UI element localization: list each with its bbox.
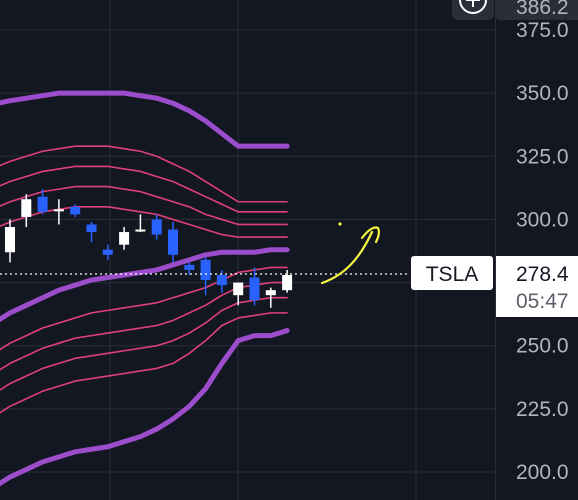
band-lower_1 <box>0 266 288 351</box>
bar-countdown: 05:47 <box>516 290 569 313</box>
price-axis-bg <box>495 0 578 500</box>
candle <box>233 282 244 306</box>
candle <box>200 257 211 296</box>
annotation-dot <box>338 222 342 226</box>
candle-body <box>70 206 81 215</box>
candle <box>21 194 32 228</box>
candle-body <box>86 224 97 233</box>
candle-body <box>168 229 178 255</box>
add-button[interactable] <box>452 0 494 20</box>
candle-body <box>37 196 48 212</box>
candle-body <box>249 277 260 301</box>
arrow-annotation <box>320 222 380 285</box>
candle-body <box>21 199 32 217</box>
arrow-head <box>360 226 380 244</box>
candle <box>249 267 260 306</box>
y-tick-label: 225.0 <box>516 398 569 421</box>
candle-body <box>233 282 244 296</box>
last-price-value: 278.4 <box>516 263 569 286</box>
y-tick-label: 250.0 <box>516 335 569 358</box>
candle <box>282 269 293 293</box>
candle <box>216 269 227 293</box>
candle-body <box>200 259 211 281</box>
candle-body <box>151 219 162 235</box>
candle <box>119 227 130 250</box>
plus-circle-icon <box>459 0 487 14</box>
y-tick-label: 325.0 <box>516 145 569 168</box>
candle <box>70 204 81 217</box>
band-upper_2 <box>0 145 288 203</box>
price-axis-top-value: 386.2 <box>516 0 569 19</box>
band-lower_3 <box>0 296 288 391</box>
candle-body <box>119 232 130 245</box>
y-tick-label: 375.0 <box>516 19 569 42</box>
y-tick-label: 300.0 <box>516 208 569 231</box>
candle-body <box>53 209 64 212</box>
candle-body <box>216 274 227 286</box>
candle <box>102 244 113 260</box>
band-lower_outer <box>0 328 290 487</box>
candle-body <box>184 264 195 270</box>
candle <box>265 287 276 308</box>
candle <box>168 221 178 263</box>
candle <box>151 214 162 240</box>
candle-body <box>282 274 293 291</box>
candle-body <box>135 229 146 232</box>
symbol-label[interactable]: TSLA <box>411 256 493 290</box>
candle-body <box>102 249 113 255</box>
y-tick-label: 200.0 <box>516 461 569 484</box>
band-upper_3 <box>0 165 288 213</box>
candle-body <box>265 290 276 296</box>
symbol-text: TSLA <box>426 263 479 286</box>
band-upper_outer <box>0 90 290 149</box>
candle <box>37 189 48 215</box>
candle <box>86 221 97 243</box>
candle <box>135 214 146 233</box>
last-price-badge: 278.4 05:47 <box>496 256 578 317</box>
band-mid_outer <box>0 247 290 323</box>
candles <box>5 189 293 308</box>
arrow-stroke <box>320 230 374 285</box>
candle <box>53 199 64 225</box>
candle <box>184 262 195 275</box>
y-tick-label: 350.0 <box>516 82 569 105</box>
candle-body <box>5 227 15 253</box>
band-lower_4 <box>0 312 288 414</box>
candle <box>5 219 15 263</box>
bands <box>0 90 290 487</box>
price-axis-top-badge: 386.2 <box>496 0 578 20</box>
